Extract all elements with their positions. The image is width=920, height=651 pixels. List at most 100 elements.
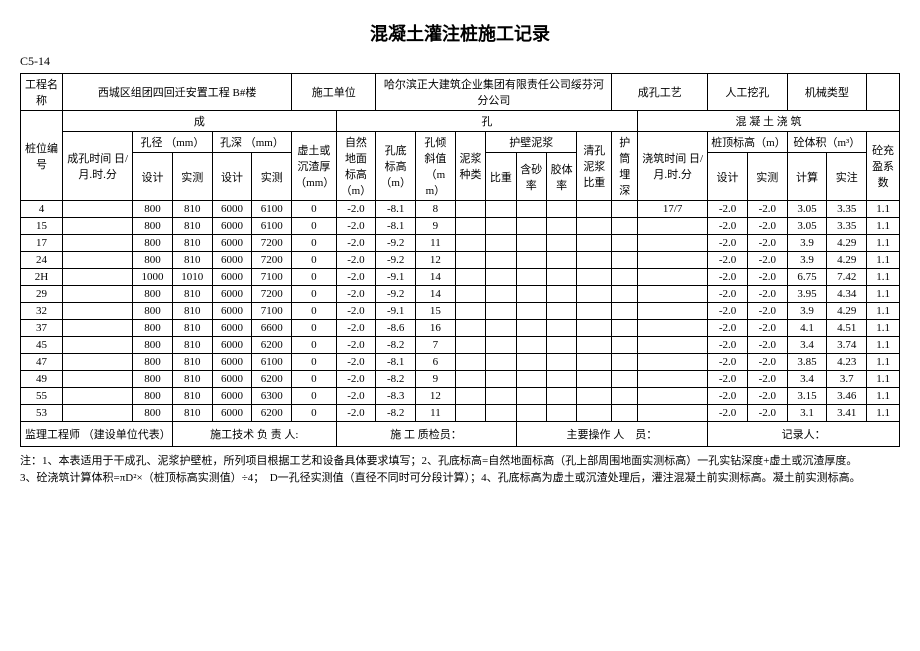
table-cell: 6000 xyxy=(212,405,252,422)
table-cell: 1.1 xyxy=(867,405,900,422)
table-cell: 9 xyxy=(416,371,456,388)
table-cell xyxy=(546,388,576,405)
table-cell xyxy=(612,337,638,354)
table-row: 32800810600071000-2.0-9.115-2.0-2.03.94.… xyxy=(21,303,900,320)
table-cell xyxy=(455,337,485,354)
table-cell: 6 xyxy=(416,354,456,371)
table-cell: 810 xyxy=(172,286,212,303)
table-cell: 0 xyxy=(292,405,336,422)
table-cell xyxy=(638,252,708,269)
table-cell xyxy=(638,405,708,422)
table-cell: 800 xyxy=(133,235,173,252)
table-cell xyxy=(577,252,612,269)
table-cell: 24 xyxy=(21,252,63,269)
table-cell xyxy=(612,269,638,286)
table-cell: 3.9 xyxy=(787,303,827,320)
table-cell: 3.85 xyxy=(787,354,827,371)
table-cell: 12 xyxy=(416,252,456,269)
tech-lead-label: 施工技术 负 责 人: xyxy=(172,422,336,447)
table-cell xyxy=(546,371,576,388)
table-cell xyxy=(516,218,546,235)
section-header-row: 桩位编号 成 孔 混 凝 土 浇 筑 xyxy=(21,111,900,132)
table-cell: -9.1 xyxy=(376,303,416,320)
table-cell: 3.46 xyxy=(827,388,867,405)
table-cell: -9.2 xyxy=(376,235,416,252)
table-cell xyxy=(638,388,708,405)
table-cell xyxy=(612,320,638,337)
table-cell xyxy=(455,269,485,286)
table-cell xyxy=(577,218,612,235)
table-cell xyxy=(516,303,546,320)
table-cell: 810 xyxy=(172,235,212,252)
table-cell: -2.0 xyxy=(336,201,376,218)
table-cell: 810 xyxy=(172,371,212,388)
table-cell: -2.0 xyxy=(708,337,748,354)
col-inclination: 孔倾斜值（mm） xyxy=(416,132,456,201)
table-cell: 2H xyxy=(21,269,63,286)
table-cell xyxy=(486,286,516,303)
table-cell xyxy=(455,320,485,337)
hole-method-label: 成孔工艺 xyxy=(612,74,708,111)
table-cell: 6200 xyxy=(252,337,292,354)
table-row: 29800810600072000-2.0-9.214-2.0-2.03.954… xyxy=(21,286,900,303)
table-cell xyxy=(455,286,485,303)
table-cell: -9.1 xyxy=(376,269,416,286)
table-cell: 6000 xyxy=(212,286,252,303)
table-cell xyxy=(638,269,708,286)
table-cell: -2.0 xyxy=(708,252,748,269)
table-cell: -2.0 xyxy=(708,320,748,337)
table-cell xyxy=(63,286,133,303)
table-cell: -9.2 xyxy=(376,286,416,303)
col-hole-dia: 孔径 （mm） xyxy=(133,132,212,153)
table-cell: -9.2 xyxy=(376,252,416,269)
table-cell: 6000 xyxy=(212,354,252,371)
table-cell xyxy=(63,303,133,320)
table-cell xyxy=(455,405,485,422)
table-cell xyxy=(455,388,485,405)
vol-calc: 计算 xyxy=(787,153,827,201)
table-cell xyxy=(516,337,546,354)
table-cell: 6300 xyxy=(252,388,292,405)
table-cell xyxy=(577,269,612,286)
table-cell xyxy=(546,303,576,320)
table-row: 37800810600066000-2.0-8.616-2.0-2.04.14.… xyxy=(21,320,900,337)
table-cell: 800 xyxy=(133,286,173,303)
table-cell xyxy=(516,405,546,422)
table-cell xyxy=(63,269,133,286)
table-cell: 3.9 xyxy=(787,252,827,269)
table-cell xyxy=(577,337,612,354)
table-cell: 800 xyxy=(133,303,173,320)
table-cell xyxy=(486,303,516,320)
table-cell xyxy=(638,337,708,354)
table-cell xyxy=(516,354,546,371)
table-cell xyxy=(486,337,516,354)
table-cell xyxy=(63,388,133,405)
dia-design: 设计 xyxy=(133,153,173,201)
table-cell: -2.0 xyxy=(336,303,376,320)
table-cell: 9 xyxy=(416,218,456,235)
table-cell: 6.75 xyxy=(787,269,827,286)
table-cell: 6000 xyxy=(212,252,252,269)
table-cell: 45 xyxy=(21,337,63,354)
mud-prop: 比重 xyxy=(486,153,516,201)
table-cell xyxy=(546,269,576,286)
table-cell: 29 xyxy=(21,286,63,303)
table-cell: 7.42 xyxy=(827,269,867,286)
table-cell: -8.2 xyxy=(376,371,416,388)
table-cell xyxy=(63,320,133,337)
table-cell: 1.1 xyxy=(867,371,900,388)
table-row: 45800810600062000-2.0-8.27-2.0-2.03.43.7… xyxy=(21,337,900,354)
table-cell xyxy=(486,218,516,235)
table-cell: 1.1 xyxy=(867,218,900,235)
table-cell: 4.29 xyxy=(827,235,867,252)
construction-unit-label: 施工单位 xyxy=(292,74,376,111)
table-cell: 4.29 xyxy=(827,303,867,320)
table-cell: 3.35 xyxy=(827,218,867,235)
table-cell: -2.0 xyxy=(747,371,787,388)
table-cell xyxy=(455,252,485,269)
table-cell xyxy=(455,303,485,320)
table-cell xyxy=(577,354,612,371)
table-cell xyxy=(63,371,133,388)
dep-measured: 实测 xyxy=(252,153,292,201)
table-cell xyxy=(516,201,546,218)
